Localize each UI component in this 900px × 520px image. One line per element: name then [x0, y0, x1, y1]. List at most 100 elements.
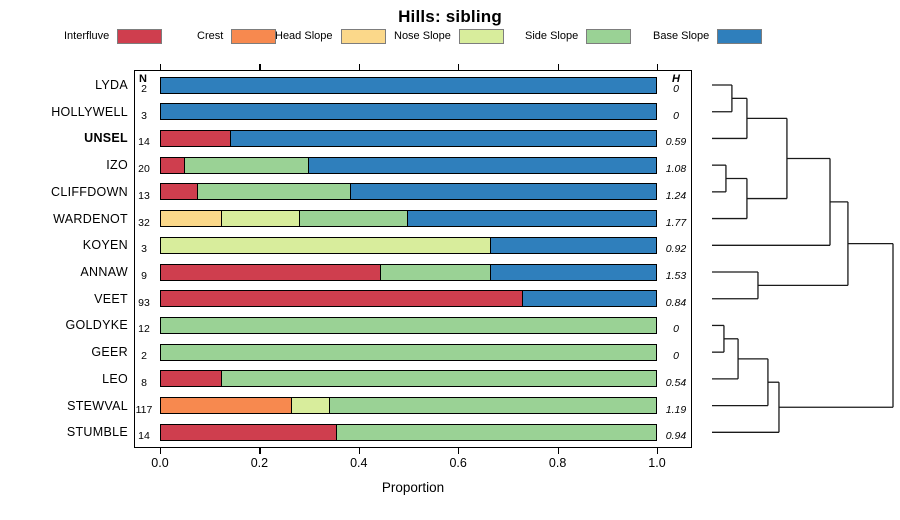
stacked-bar-goldyke [160, 316, 657, 334]
n-value-hollywell: 3 [141, 109, 147, 122]
stacked-bar-stewval [160, 397, 657, 415]
stacked-bar-veet [160, 290, 657, 308]
legend-label: Crest [197, 30, 224, 42]
chart-title: Hills: sibling [398, 7, 502, 26]
axis-tick-top [557, 64, 559, 70]
n-value-stewval: 117 [135, 403, 153, 416]
h-value-cliffdown: 1.24 [665, 189, 687, 202]
axis-tick-top [657, 64, 659, 70]
n-value-leo: 8 [141, 376, 147, 389]
bar-segment-base-slope [309, 156, 657, 174]
h-column-header: H [672, 73, 680, 85]
stacked-bar-annaw [160, 263, 657, 281]
stacked-bar-stumble [160, 423, 657, 441]
axis-tick-bottom [160, 448, 162, 454]
axis-tick-bottom [259, 448, 261, 454]
axis-tick-top [458, 64, 460, 70]
bar-segment-base-slope [491, 236, 657, 254]
stacked-bar-geer [160, 343, 657, 361]
bar-segment-side-slope [198, 183, 352, 201]
h-value-veet: 0.84 [665, 296, 687, 309]
axis-tick-label: 0.4 [350, 456, 368, 470]
axis-tick-label: 0.2 [250, 456, 269, 470]
plot-box [134, 70, 692, 448]
stacked-bar-wardenot [160, 210, 657, 228]
axis-tick-top [259, 64, 261, 70]
legend-label: Head Slope [275, 30, 333, 42]
row-label-koyen: KOYEN [82, 238, 128, 253]
bar-segment-base-slope [160, 103, 657, 121]
axis-tick-label: 0.0 [151, 456, 169, 470]
n-value-veet: 93 [138, 296, 150, 309]
n-value-unsel: 14 [138, 136, 150, 149]
n-value-stumble: 14 [138, 430, 150, 443]
legend-swatch-crest [231, 28, 277, 44]
bar-segment-side-slope [160, 316, 657, 334]
axis-tick-label: 0.6 [449, 456, 467, 470]
h-value-geer: 0 [673, 350, 679, 363]
axis-tick-bottom [358, 448, 360, 454]
axis-tick-label: 0.8 [548, 456, 567, 470]
row-label-cliffdown: CLIFFDOWN [51, 184, 128, 199]
bar-segment-interfluve [160, 156, 185, 174]
stacked-bar-leo [160, 370, 657, 388]
stacked-bar-koyen [160, 236, 657, 254]
bar-segment-interfluve [160, 263, 381, 281]
h-value-hollywell: 0 [673, 109, 679, 122]
h-value-annaw: 1.53 [665, 270, 687, 282]
h-value-lyda: 0 [673, 83, 679, 95]
n-value-koyen: 3 [141, 243, 147, 256]
bar-segment-base-slope [160, 76, 657, 94]
legend-item-nose-slope: Nose Slope [394, 28, 504, 44]
n-value-izo: 20 [138, 163, 150, 176]
stacked-bar-unsel [160, 129, 657, 147]
n-value-wardenot: 32 [138, 216, 150, 229]
row-label-stewval: STEWVAL [67, 398, 128, 413]
h-value-izo: 1.08 [665, 163, 687, 176]
legend-label: Side Slope [525, 30, 579, 42]
x-axis-label: Proportion [381, 480, 445, 495]
stacked-bar-izo [160, 156, 657, 174]
bar-segment-nose-slope [160, 236, 492, 254]
legend-swatch-side-slope [586, 28, 632, 44]
legend-label: Nose Slope [394, 30, 451, 42]
bar-segment-base-slope [490, 263, 657, 281]
stacked-bar-lyda [160, 76, 657, 94]
bar-segment-base-slope [231, 129, 657, 147]
n-value-goldyke: 12 [138, 323, 150, 336]
bar-segment-interfluve [160, 423, 338, 441]
row-label-goldyke: GOLDYKE [65, 318, 128, 333]
bar-segment-base-slope [523, 290, 657, 308]
axis-tick-bottom [557, 448, 559, 454]
bar-segment-nose-slope [291, 397, 330, 415]
bar-segment-interfluve [160, 183, 199, 201]
n-value-cliffdown: 13 [138, 189, 150, 202]
legend-item-base-slope: Base Slope [653, 28, 763, 44]
bar-segment-side-slope [160, 343, 657, 361]
row-label-lyda: LYDA [95, 78, 128, 92]
h-value-stumble: 0.94 [665, 430, 687, 443]
bar-segment-interfluve [160, 370, 223, 388]
row-label-annaw: ANNAW [80, 265, 128, 279]
bar-segment-side-slope [299, 210, 409, 228]
bar-segment-interfluve [160, 129, 232, 147]
bar-segment-side-slope [337, 423, 657, 441]
h-value-unsel: 0.59 [665, 136, 687, 149]
bar-segment-interfluve [160, 290, 524, 308]
row-label-wardenot: WARDENOT [53, 211, 128, 226]
bar-segment-side-slope [380, 263, 491, 281]
h-value-koyen: 0.92 [665, 243, 687, 256]
legend-item-side-slope: Side Slope [525, 28, 632, 44]
legend-swatch-base-slope [717, 28, 763, 44]
stacked-bar-cliffdown [160, 183, 657, 201]
legend-label: Base Slope [653, 30, 710, 42]
h-value-goldyke: 0 [673, 323, 679, 336]
bar-segment-crest [160, 397, 292, 415]
legend-item-crest: Crest [197, 28, 277, 44]
row-label-unsel: UNSEL [84, 131, 128, 146]
n-column-header: N [139, 73, 147, 85]
axis-tick-top [160, 64, 162, 70]
row-label-stumble: STUMBLE [66, 425, 128, 440]
axis-tick-label: 1.0 [648, 456, 666, 470]
legend-swatch-interfluve [117, 28, 163, 44]
